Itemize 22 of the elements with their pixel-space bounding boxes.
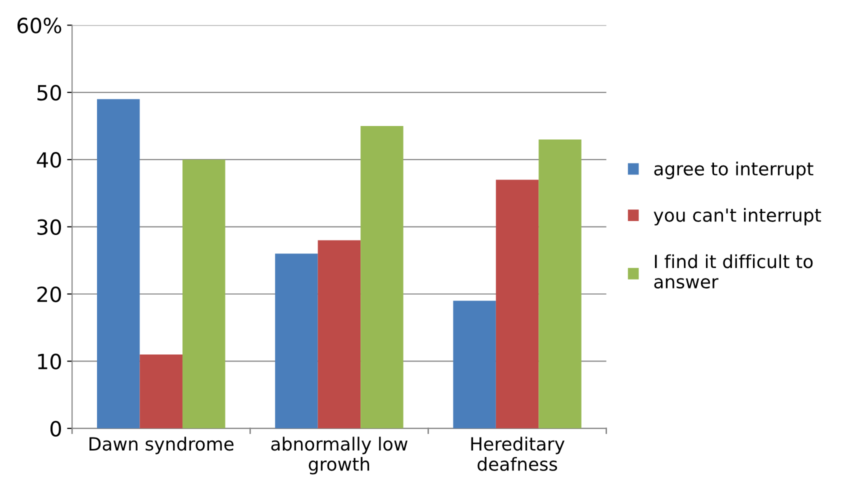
bar xyxy=(275,254,318,428)
y-tick-label: 60% xyxy=(18,18,62,34)
y-tick-label: 40 xyxy=(36,152,61,168)
y-tick-label: 0 xyxy=(50,420,61,437)
bar xyxy=(140,354,182,428)
bar xyxy=(453,300,496,428)
bar xyxy=(496,180,539,428)
legend-label: you can't interrupt xyxy=(654,208,822,226)
x-tick-label: abnormally low growth xyxy=(271,436,408,474)
y-tick-label: 50 xyxy=(37,84,61,101)
legend-label: agree to interrupt xyxy=(654,162,814,180)
legend-label: I find it difficult to answer xyxy=(654,254,813,289)
y-tick-label: 20 xyxy=(37,286,61,302)
bar xyxy=(318,240,361,428)
x-tick-label: Dawn syndrome xyxy=(90,436,234,454)
bar xyxy=(97,99,140,428)
y-tick-label: 10 xyxy=(38,354,61,370)
x-tick-label: Hereditary deafness xyxy=(471,436,565,471)
y-tick-label: 30 xyxy=(37,219,61,236)
bar xyxy=(538,139,582,428)
bar xyxy=(182,160,226,428)
bar xyxy=(360,126,404,428)
